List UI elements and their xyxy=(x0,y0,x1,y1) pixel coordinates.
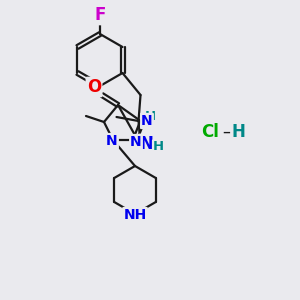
Text: Cl: Cl xyxy=(201,123,219,141)
Text: H: H xyxy=(145,110,156,122)
Text: N: N xyxy=(106,134,118,148)
Text: N: N xyxy=(140,135,154,153)
Text: NH: NH xyxy=(123,208,147,222)
Text: F: F xyxy=(94,6,106,24)
Text: N: N xyxy=(130,135,142,149)
Text: –: – xyxy=(222,123,230,141)
Text: H: H xyxy=(231,123,245,141)
Text: N: N xyxy=(141,114,153,128)
Text: H: H xyxy=(153,140,164,154)
Text: O: O xyxy=(87,78,101,96)
